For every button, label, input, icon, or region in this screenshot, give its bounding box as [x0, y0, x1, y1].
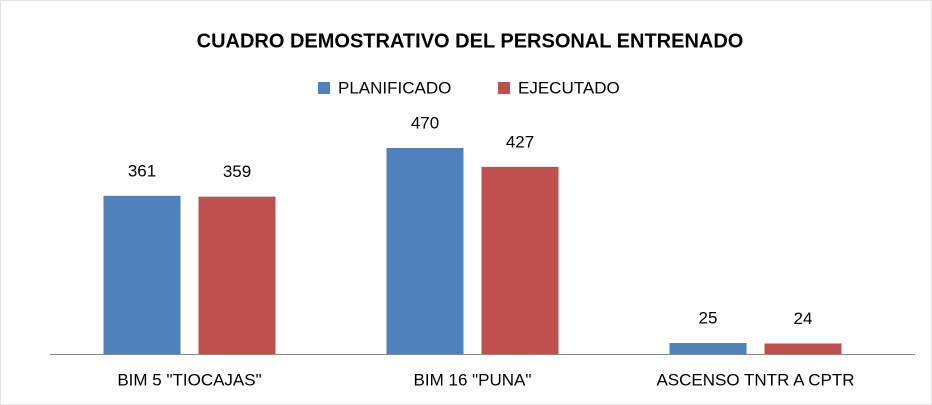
x-tick-label: BIM 5 "TIOCAJAS": [117, 370, 261, 389]
data-label: 25: [699, 309, 718, 328]
chart-title: CUADRO DEMOSTRATIVO DEL PERSONAL ENTRENA…: [197, 30, 744, 52]
data-label: 361: [128, 161, 156, 180]
bar: [103, 195, 181, 354]
data-label: 470: [411, 113, 439, 132]
x-tick-label: BIM 16 "PUNA": [414, 370, 532, 389]
x-tick-label: ASCENSO TNTR A CPTR: [656, 370, 854, 389]
data-label: 24: [794, 309, 813, 328]
legend-swatch: [318, 82, 330, 94]
bar: [386, 148, 464, 354]
bar: [198, 196, 276, 354]
legend-label: EJECUTADO: [518, 78, 620, 97]
bar: [481, 166, 559, 354]
legend-label: PLANIFICADO: [338, 78, 451, 97]
data-label: 427: [506, 132, 534, 151]
data-label: 359: [223, 162, 251, 181]
legend-swatch: [498, 82, 510, 94]
bar: [669, 343, 747, 354]
bar: [764, 343, 842, 354]
